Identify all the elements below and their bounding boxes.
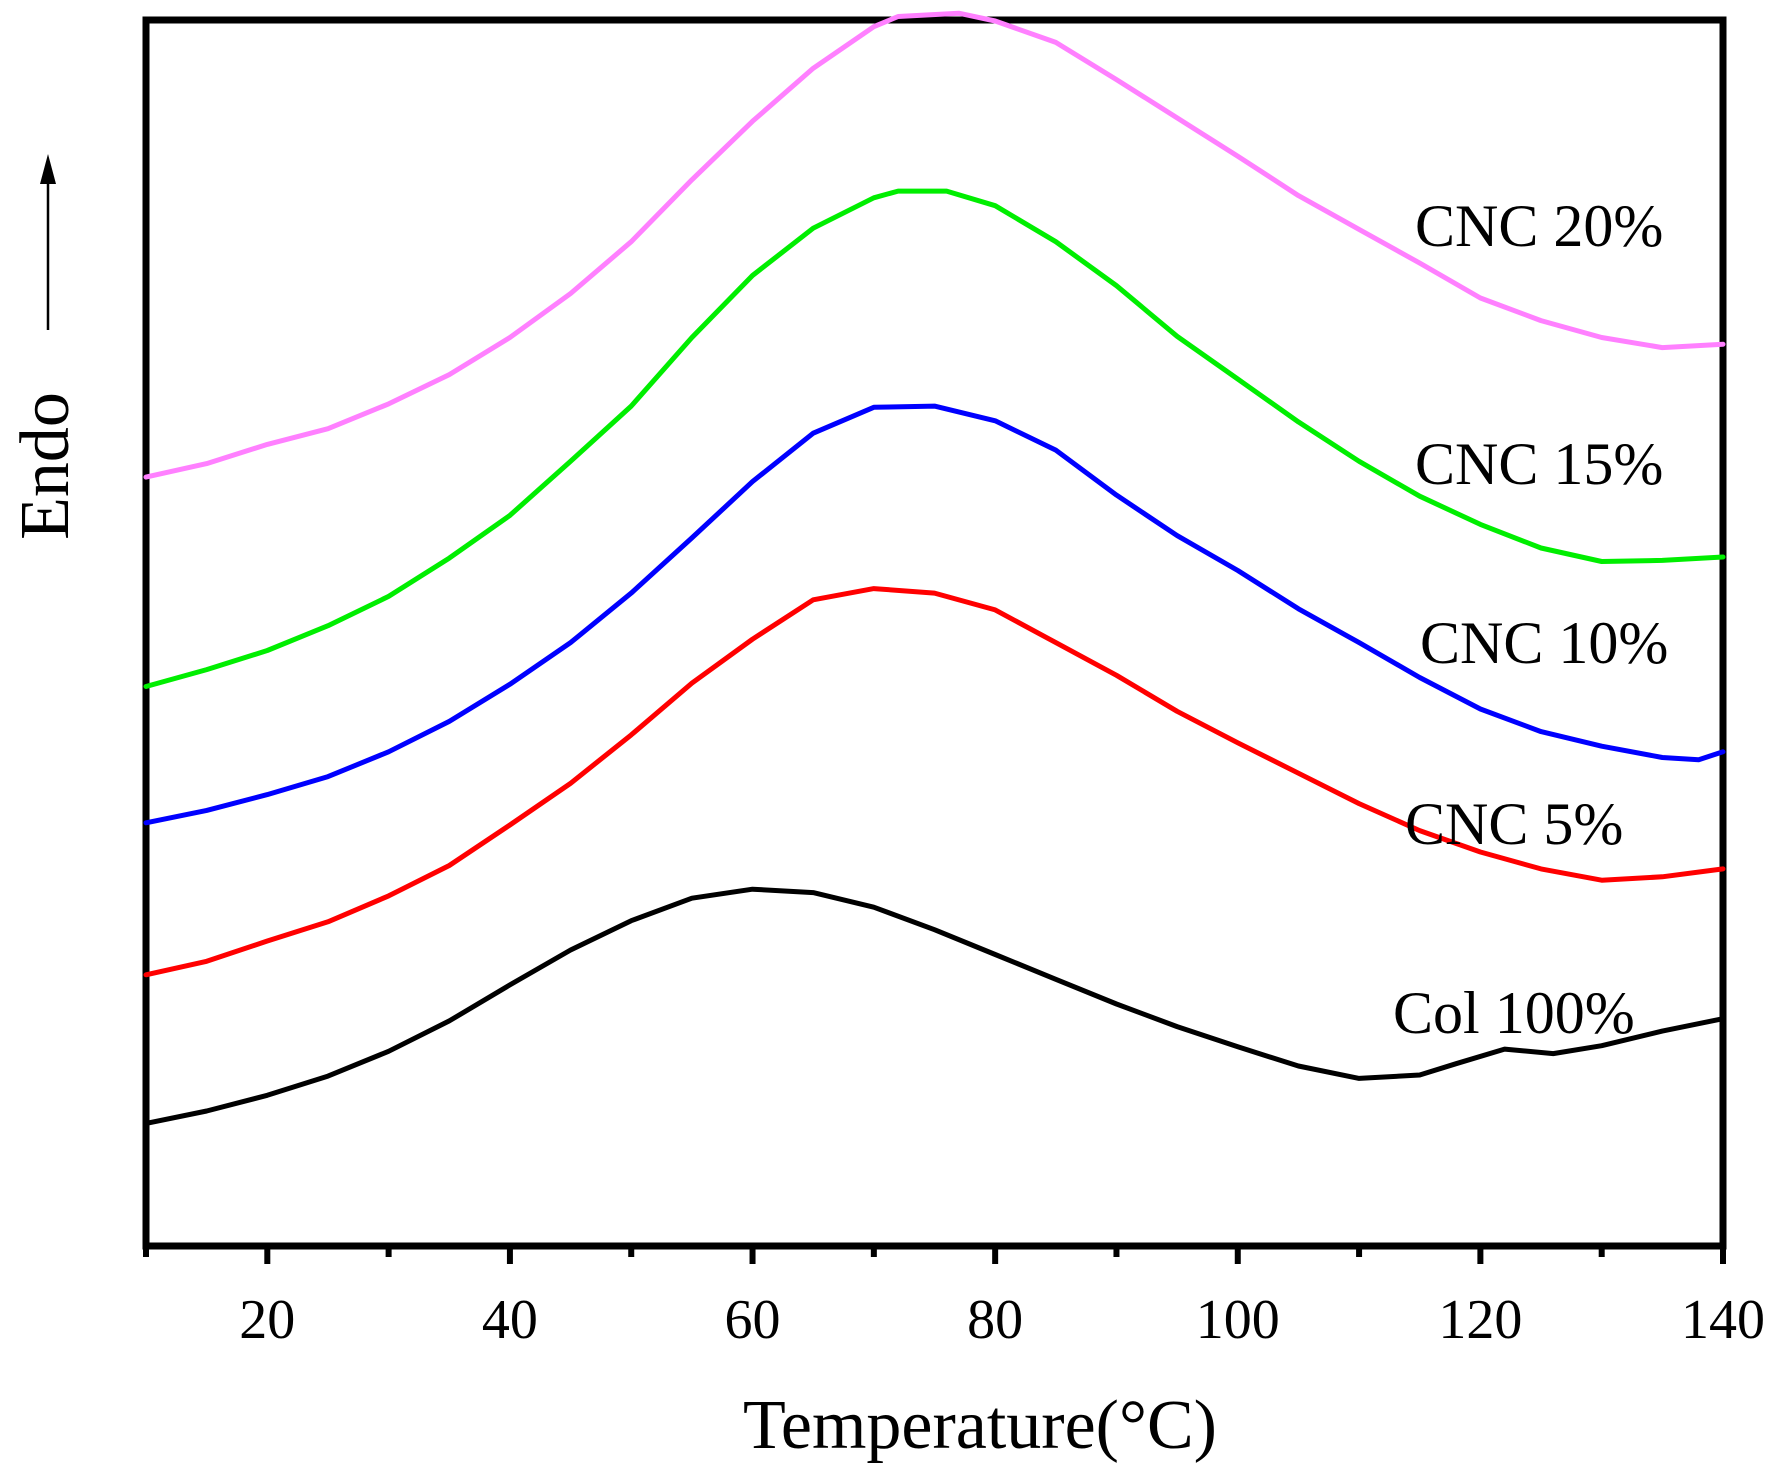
x-tick-label-100: 100 [1196, 1289, 1280, 1351]
series-label-cnc-5: CNC 5% [1405, 791, 1623, 857]
x-axis-tick-labels: 20 40 60 80 100 120 140 [239, 1289, 1765, 1351]
plot-frame [142, 16, 1727, 1250]
series-line-cnc-10 [143, 403, 1726, 826]
endo-arrow [40, 154, 56, 330]
x-tick-label-60: 60 [725, 1289, 781, 1351]
series-labels: CNC 20% CNC 15% CNC 10% CNC 5% Col 100% [1393, 193, 1668, 1046]
x-axis-ticks [143, 1246, 1726, 1264]
x-tick-label-40: 40 [482, 1289, 538, 1351]
series-line-col-100 [143, 886, 1726, 1126]
series-label-col-100: Col 100% [1393, 980, 1635, 1046]
series-line-cnc-15 [143, 188, 1726, 689]
series-line-cnc-20 [143, 10, 1726, 480]
x-axis-title: Temperature(°C) [743, 1387, 1217, 1464]
x-tick-label-80: 80 [967, 1289, 1023, 1351]
series-label-cnc-20: CNC 20% [1415, 193, 1663, 259]
series-label-cnc-15: CNC 15% [1415, 431, 1663, 497]
series-line-cnc-5 [143, 586, 1726, 978]
x-tick-label-120: 120 [1438, 1289, 1522, 1351]
x-tick-label-20: 20 [239, 1289, 295, 1351]
x-tick-label-140: 140 [1681, 1289, 1765, 1351]
y-axis-title: Endo [7, 392, 84, 540]
series-curves [143, 10, 1726, 1126]
series-label-cnc-10: CNC 10% [1420, 610, 1668, 676]
